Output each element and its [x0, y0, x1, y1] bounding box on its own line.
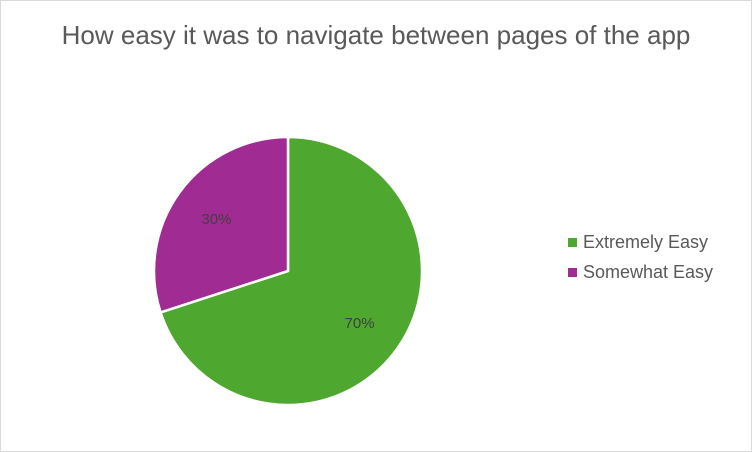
pie-slice-somewhat-easy: [152, 135, 290, 314]
data-label-somewhat-easy: 30%: [201, 211, 231, 228]
legend-label-somewhat-easy: Somewhat Easy: [583, 261, 714, 282]
legend-item-extremely-easy: Extremely Easy: [568, 227, 713, 257]
legend-item-somewhat-easy: Somewhat Easy: [568, 257, 713, 287]
chart-title: How easy it was to navigate between page…: [61, 20, 691, 50]
legend-swatch-somewhat-easy: [568, 267, 577, 277]
legend-swatch-extremely-easy: [568, 237, 577, 247]
legend-label-extremely-easy: Extremely Easy: [583, 231, 709, 252]
legend: Extremely Easy Somewhat Easy: [568, 227, 713, 287]
data-label-extremely-easy: 70%: [345, 315, 375, 332]
pie-slice-extremely-easy: [159, 135, 424, 407]
